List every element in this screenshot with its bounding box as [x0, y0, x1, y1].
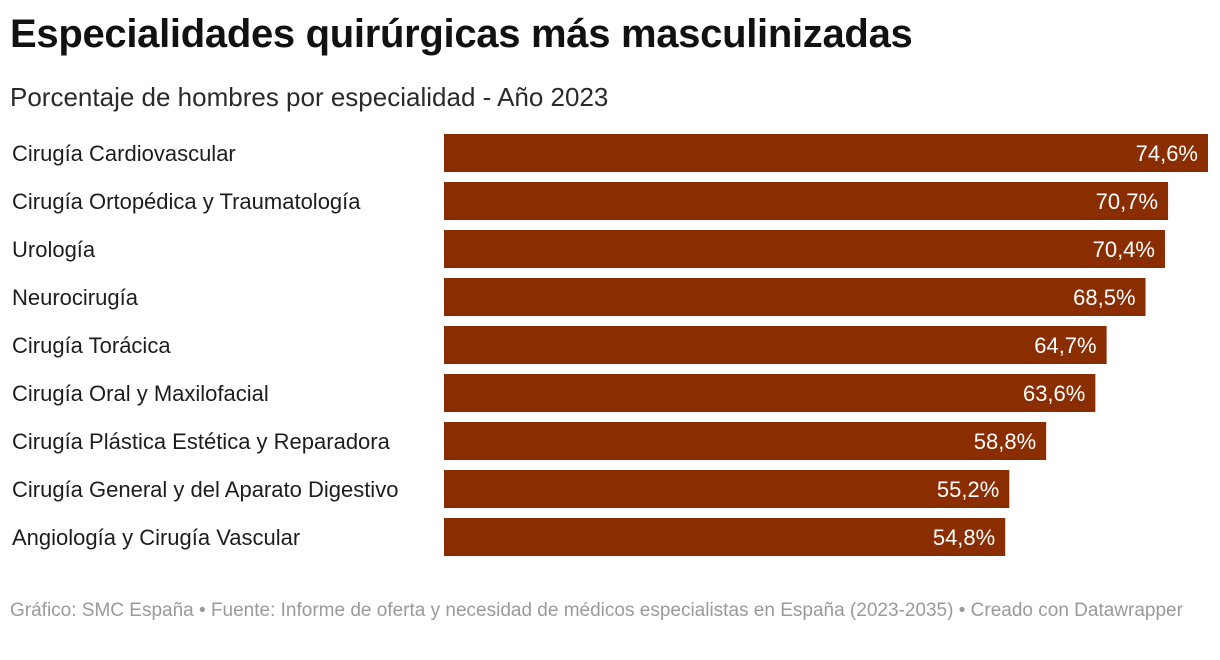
value-label: 55,2% [937, 477, 999, 502]
bar-row: Cirugía Oral y Maxilofacial 63,6% [12, 374, 1096, 412]
bar-row: Cirugía General y del Aparato Digestivo 5… [12, 470, 1010, 508]
value-label: 63,6% [1023, 381, 1085, 406]
bar-row: Cirugía Ortopédica y Traumatología 70,7% [12, 182, 1169, 220]
bar [444, 326, 1107, 364]
category-label: Cirugía Plástica Estética y Reparadora [12, 429, 391, 454]
value-label: 54,8% [933, 525, 995, 550]
category-label: Cirugía Ortopédica y Traumatología [12, 189, 361, 214]
value-label: 64,7% [1034, 333, 1096, 358]
value-label: 58,8% [974, 429, 1036, 454]
chart-footer-credits: Gráfico: SMC España • Fuente: Informe de… [10, 600, 1183, 621]
category-label: Urología [12, 237, 96, 262]
value-label: 74,6% [1136, 141, 1198, 166]
category-label: Cirugía Cardiovascular [12, 141, 236, 166]
value-label: 68,5% [1073, 285, 1135, 310]
bar-chart: Cirugía Cardiovascular 74,6% Cirugía Ortop… [12, 134, 1208, 556]
category-label: Neurocirugía [12, 285, 139, 310]
bar [444, 182, 1169, 220]
bar [444, 374, 1096, 412]
bar [444, 278, 1146, 316]
category-label: Cirugía Torácica [12, 333, 171, 358]
bar-row: Angiología y Cirugía Vascular 54,8% [12, 518, 1006, 556]
value-label: 70,7% [1096, 189, 1158, 214]
chart-subtitle: Porcentaje de hombres por especialidad -… [10, 82, 609, 112]
bar-row: Cirugía Torácica 64,7% [12, 326, 1107, 364]
bar-row: Urología 70,4% [12, 230, 1165, 268]
value-label: 70,4% [1093, 237, 1155, 262]
bar-row: Cirugía Cardiovascular 74,6% [12, 134, 1208, 172]
category-label: Cirugía Oral y Maxilofacial [12, 381, 269, 406]
bar [444, 422, 1047, 460]
bar-row: Cirugía Plástica Estética y Reparadora 58… [12, 422, 1047, 460]
bar [444, 518, 1006, 556]
category-label: Cirugía General y del Aparato Digestivo [12, 477, 398, 502]
bar-row: Neurocirugía 68,5% [12, 278, 1146, 316]
chart-title: Especialidades quirúrgicas más masculini… [10, 12, 913, 56]
category-label: Angiología y Cirugía Vascular [12, 525, 300, 550]
bar [444, 470, 1010, 508]
bar [444, 134, 1208, 172]
bar [444, 230, 1165, 268]
